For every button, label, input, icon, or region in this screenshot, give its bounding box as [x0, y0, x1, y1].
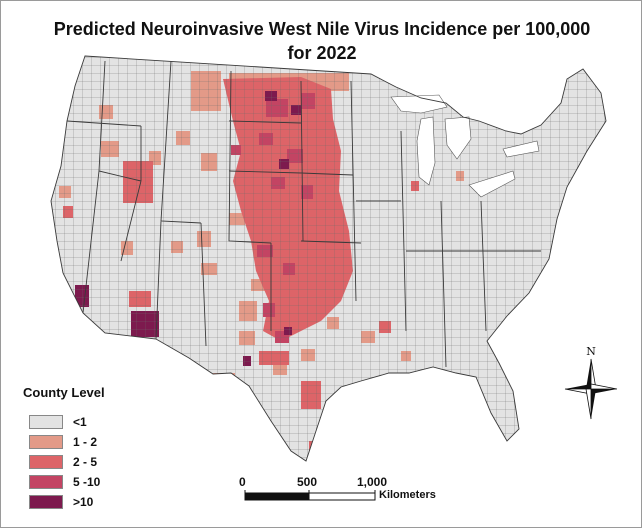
- legend-label: <1: [73, 415, 87, 429]
- legend-item-2-5: 2 - 5: [29, 455, 97, 469]
- scale-bar: [244, 490, 376, 501]
- state-borders: [50, 55, 607, 462]
- legend-label: >10: [73, 495, 94, 509]
- legend-label: 1 - 2: [73, 435, 98, 449]
- north-label: N: [586, 345, 596, 358]
- legend-swatch: [29, 415, 63, 429]
- legend-swatch: [29, 475, 63, 489]
- legend-item-gt10: >10: [29, 495, 93, 509]
- legend-item-lt1: <1: [29, 415, 87, 429]
- great-lakes: [390, 94, 540, 198]
- legend-item-1-2: 1 - 2: [29, 435, 97, 449]
- legend-swatch: [29, 495, 63, 509]
- scale-tick-500: 500: [297, 475, 318, 489]
- map-title-line-1: Predicted Neuroinvasive West Nile Virus …: [53, 19, 591, 39]
- legend-label: 5 -10: [73, 475, 101, 489]
- north-arrow: N: [564, 345, 618, 420]
- scale-tick-0: 0: [239, 475, 246, 489]
- legend-swatch: [29, 455, 63, 469]
- scale-tick-1000: 1,000: [357, 475, 388, 489]
- map-title-line-2: for 2022: [287, 43, 357, 63]
- legend-swatch: [29, 435, 63, 449]
- legend-label: 2 - 5: [73, 455, 98, 469]
- scale-unit-label: Kilometers: [379, 489, 436, 501]
- legend-item-5-10: 5 -10: [29, 475, 100, 489]
- map-title: Predicted Neuroinvasive West Nile Virus …: [1, 17, 642, 65]
- legend-title: County Level: [23, 385, 105, 400]
